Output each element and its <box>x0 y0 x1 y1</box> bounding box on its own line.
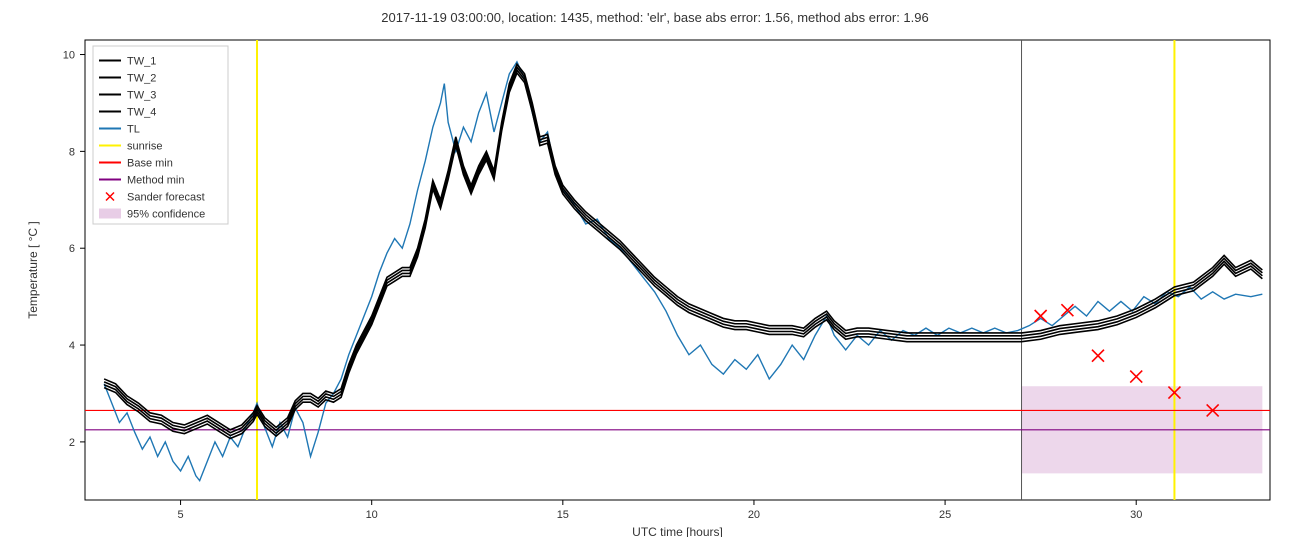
svg-text:30: 30 <box>1130 509 1142 521</box>
svg-text:sunrise: sunrise <box>127 141 162 153</box>
svg-text:TW_4: TW_4 <box>127 107 156 119</box>
svg-text:TW_1: TW_1 <box>127 56 156 68</box>
svg-text:10: 10 <box>63 50 75 62</box>
svg-text:TW_3: TW_3 <box>127 90 156 102</box>
svg-text:2: 2 <box>69 437 75 449</box>
svg-text:Base min: Base min <box>127 158 173 170</box>
svg-text:15: 15 <box>557 509 569 521</box>
svg-text:UTC time [hours]: UTC time [hours] <box>632 525 723 537</box>
svg-text:6: 6 <box>69 243 75 255</box>
svg-text:25: 25 <box>939 509 951 521</box>
chart-container: 2017-11-19 03:00:00, location: 1435, met… <box>10 10 1300 537</box>
svg-text:Sander forecast: Sander forecast <box>127 192 205 204</box>
svg-text:5: 5 <box>178 509 184 521</box>
svg-text:TL: TL <box>127 124 140 136</box>
svg-text:95% confidence: 95% confidence <box>127 209 205 221</box>
svg-text:10: 10 <box>366 509 378 521</box>
svg-text:4: 4 <box>69 340 75 352</box>
chart-svg: 5 10 15 20 25 30 2 4 6 8 10 UTC time [hours] Tempera… <box>10 10 1300 537</box>
svg-text:20: 20 <box>748 509 760 521</box>
svg-text:TW_2: TW_2 <box>127 73 156 85</box>
svg-text:Method min: Method min <box>127 175 184 187</box>
svg-text:Temperature [ °C ]: Temperature [ °C ] <box>26 221 40 319</box>
svg-text:8: 8 <box>69 146 75 158</box>
